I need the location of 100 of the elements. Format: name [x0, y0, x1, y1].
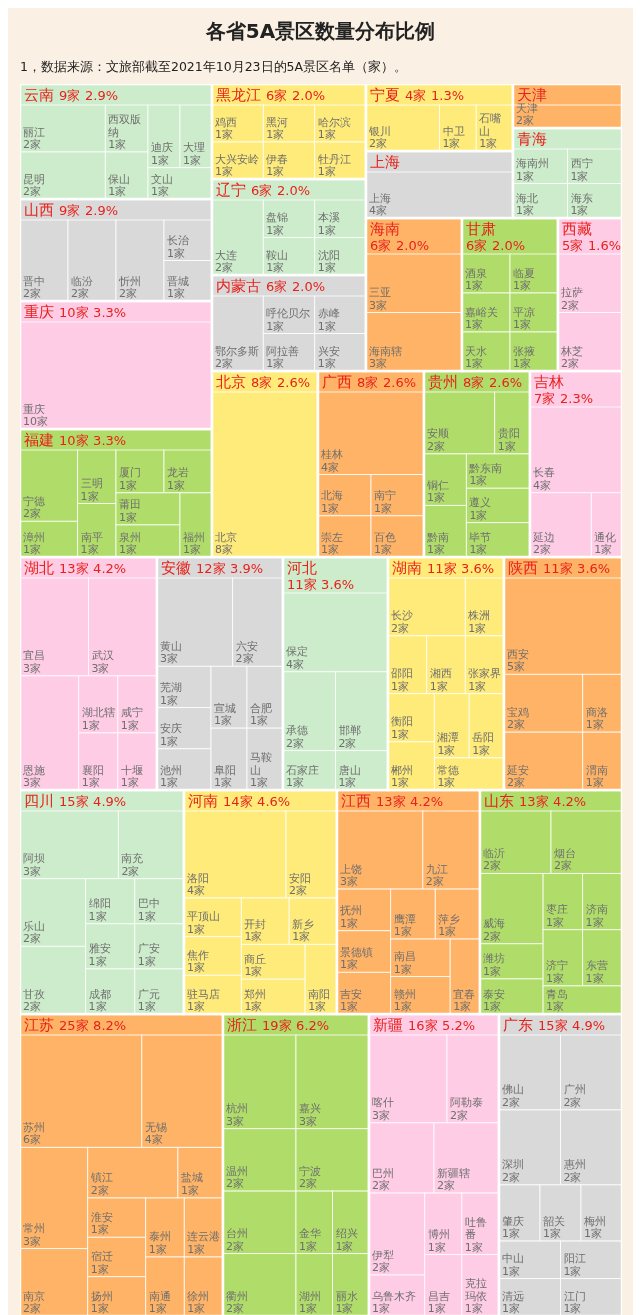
- text: 贵州: [428, 373, 458, 391]
- data-label: 1家: [585, 915, 604, 929]
- data-label: 2家: [226, 1177, 244, 1191]
- text: 3.6%: [321, 577, 355, 592]
- text: 河南: [188, 792, 218, 810]
- text: 25家: [59, 1018, 89, 1033]
- data-label: 10家: [23, 415, 48, 428]
- data-label: 1家: [160, 693, 178, 707]
- data-label: 1家: [338, 776, 357, 789]
- category-label: 莆田: [119, 498, 141, 512]
- data-label: 2家: [71, 287, 89, 300]
- text: 7家: [534, 391, 556, 406]
- data-label: 2家: [427, 439, 445, 453]
- data-label: 3家: [23, 1234, 41, 1248]
- category-label: 襄阳: [81, 763, 104, 777]
- category-label: 宁波: [299, 1164, 321, 1178]
- data-label: 1家: [393, 1000, 412, 1013]
- category-label: 重庆: [24, 303, 54, 321]
- category-label: 文山: [151, 172, 173, 186]
- category-label: 石嘴山: [479, 112, 502, 138]
- category-label: 晋城: [167, 274, 189, 288]
- category-label: 博州: [427, 1228, 450, 1242]
- data-label: 1家: [167, 478, 185, 492]
- category-label: 衢州: [226, 1289, 248, 1303]
- data-label: 1家: [464, 1302, 483, 1315]
- data-label: 1家: [497, 439, 516, 453]
- category-label: 池州: [160, 763, 182, 777]
- category-label: 厦门: [119, 466, 141, 480]
- data-label: 1家: [465, 318, 483, 331]
- data-label: 1家: [483, 964, 501, 978]
- category-label: 伊春: [266, 152, 289, 166]
- text: 9家: [59, 203, 81, 218]
- category-label: 大兴安岭: [215, 152, 259, 166]
- data-label: 2家: [286, 736, 304, 750]
- category-label: 平凉: [513, 305, 535, 319]
- data-label: 1家: [468, 621, 487, 635]
- data-label: 2家: [299, 1177, 317, 1191]
- category-label: 安庆: [160, 722, 182, 736]
- category-label: 张家界: [468, 667, 502, 681]
- category-label: 长沙: [391, 609, 413, 623]
- text: 13家: [519, 794, 549, 809]
- category-label: 呼伦贝尔: [266, 307, 311, 320]
- data-label: 1家: [563, 1264, 582, 1278]
- data-label: 1家: [437, 776, 456, 789]
- category-label: 延安: [506, 763, 529, 777]
- data-label: 1家: [266, 261, 285, 274]
- category-label: 漳州: [23, 530, 45, 544]
- text: 4.2%: [93, 561, 127, 576]
- category-label: 南京: [23, 1289, 45, 1303]
- data-label: 1家: [427, 1240, 446, 1254]
- category-label: 九江: [425, 862, 448, 876]
- category-label: 湘西: [429, 667, 452, 681]
- category-label: 大连: [215, 248, 237, 262]
- data-label: 1家: [137, 1000, 156, 1013]
- category-label: 平顶山: [187, 910, 220, 924]
- category-label: 长治: [167, 234, 189, 247]
- data-label: 1家: [479, 137, 498, 150]
- data-label: 2家: [483, 929, 501, 943]
- data-label: 2家: [121, 864, 140, 878]
- data-label: 1家: [151, 185, 169, 198]
- category-label: 北京: [216, 373, 246, 391]
- data-label: 1家: [250, 776, 268, 789]
- data-label: 1家: [250, 714, 268, 728]
- category-label: 阜阳: [214, 763, 236, 777]
- data-label: 1家: [244, 1000, 263, 1013]
- data-label: 3家: [91, 661, 110, 675]
- category-label: 梅州: [583, 1214, 606, 1228]
- category-label: 韶关: [543, 1214, 565, 1228]
- category-label: 中山: [502, 1252, 524, 1266]
- category-label: 承德: [286, 724, 308, 738]
- text: 3.6%: [461, 561, 495, 576]
- text: 4.9%: [93, 794, 127, 809]
- category-label: 南昌: [393, 950, 416, 964]
- category-label: 株洲: [467, 609, 491, 623]
- data-label: 1家: [570, 204, 589, 217]
- text: 2.0%: [292, 88, 326, 103]
- category-label: 连云港: [187, 1230, 221, 1244]
- text: 1.6%: [588, 238, 622, 253]
- text: 四川: [24, 792, 54, 810]
- category-label: 扬州: [90, 1289, 113, 1303]
- category-label: 湖北辖: [81, 706, 115, 720]
- data-label: 1家: [502, 1264, 520, 1278]
- data-label: 1家: [317, 165, 336, 178]
- category-label: 贵阳: [497, 427, 520, 441]
- data-label: 1家: [183, 153, 201, 167]
- text: 山西: [24, 201, 54, 219]
- text: 黑龙江: [216, 86, 261, 104]
- text: 2.3%: [560, 391, 594, 406]
- data-label: 2家: [507, 718, 525, 732]
- data-label: 2家: [391, 621, 409, 635]
- data-label: 1家: [317, 319, 336, 333]
- data-label: 1家: [286, 776, 304, 789]
- category-label: 商丘: [244, 952, 267, 966]
- category-label: 宣城: [214, 701, 236, 715]
- text: 6家: [266, 88, 288, 103]
- category-label: 赤峰: [317, 307, 340, 320]
- category-label: 甘孜: [23, 987, 45, 1001]
- text: 河北: [287, 559, 317, 577]
- text: 福建: [24, 431, 54, 449]
- text: 3.3%: [93, 305, 127, 320]
